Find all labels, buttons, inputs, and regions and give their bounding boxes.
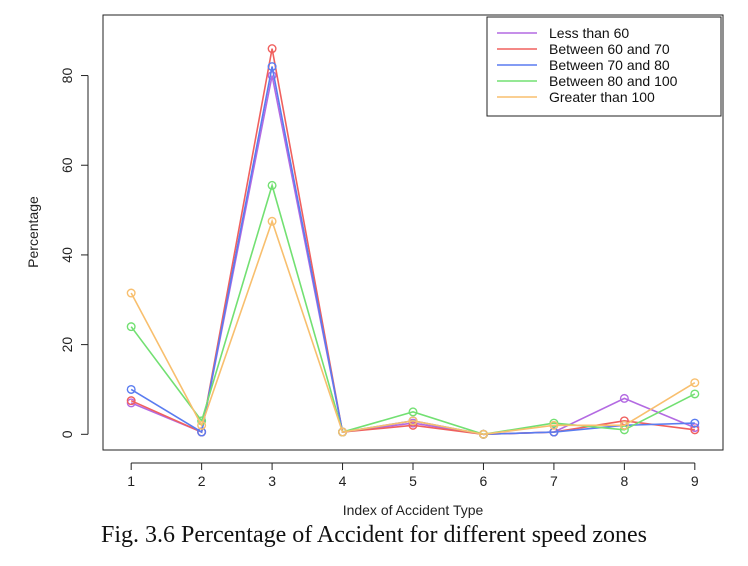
y-tick-label: 80: [59, 68, 75, 84]
data-point: [267, 71, 277, 81]
data-point: [338, 427, 348, 437]
axis-lines: [87, 75, 695, 464]
y-tick-label: 60: [59, 157, 75, 173]
tick-layer: 0 20 40 60 80 1 2 3 4 5 6 7 8 9: [59, 68, 699, 489]
figure-caption: Fig. 3.6 Percentage of Accident for diff…: [100, 522, 648, 548]
series-4: [126, 216, 700, 439]
data-point: [408, 416, 418, 426]
data-point: [197, 427, 207, 437]
data-point: [267, 44, 277, 54]
data-point: [126, 384, 136, 394]
x-tick-label: 6: [480, 473, 488, 489]
data-point: [690, 425, 700, 435]
legend-label: Between 80 and 100: [549, 73, 678, 89]
data-point: [267, 216, 277, 226]
data-point: [408, 407, 418, 417]
data-point: [549, 420, 559, 430]
data-point: [267, 62, 277, 72]
data-point: [126, 322, 136, 332]
x-tick-label: 2: [198, 473, 206, 489]
x-tick-label: 4: [339, 473, 347, 489]
data-point: [619, 420, 629, 430]
data-point: [690, 389, 700, 399]
series-line: [130, 182, 696, 436]
data-point: [549, 427, 559, 437]
y-tick-label: 0: [59, 430, 75, 438]
series-line: [130, 66, 695, 436]
data-point: [619, 393, 629, 403]
y-tick-label: 40: [59, 247, 75, 263]
data-point: [197, 420, 207, 430]
x-axis-title: Index of Accident Type: [343, 502, 484, 518]
series-layer: [126, 44, 700, 439]
legend-label: Between 60 and 70: [549, 41, 670, 57]
x-tick-label: 3: [268, 473, 276, 489]
series-line: [130, 75, 696, 436]
x-tick-label: 8: [620, 473, 628, 489]
x-tick-label: 5: [409, 473, 417, 489]
data-point: [126, 396, 136, 406]
legend-label: Between 70 and 80: [549, 57, 670, 73]
x-tick-label: 7: [550, 473, 558, 489]
x-tick-label: 9: [691, 473, 699, 489]
data-point: [690, 378, 700, 388]
plot-frame: [102, 14, 724, 451]
data-point: [478, 429, 488, 439]
legend-label: Less than 60: [549, 25, 629, 41]
data-point: [126, 288, 136, 298]
series-line: [130, 218, 696, 436]
data-point: [267, 180, 277, 190]
data-point: [690, 418, 700, 428]
x-tick-label: 1: [127, 473, 135, 489]
y-axis-title: Percentage: [25, 196, 41, 268]
series-3: [126, 180, 700, 439]
legend-label: Greater than 100: [549, 89, 655, 105]
y-tick-label: 20: [59, 337, 75, 353]
